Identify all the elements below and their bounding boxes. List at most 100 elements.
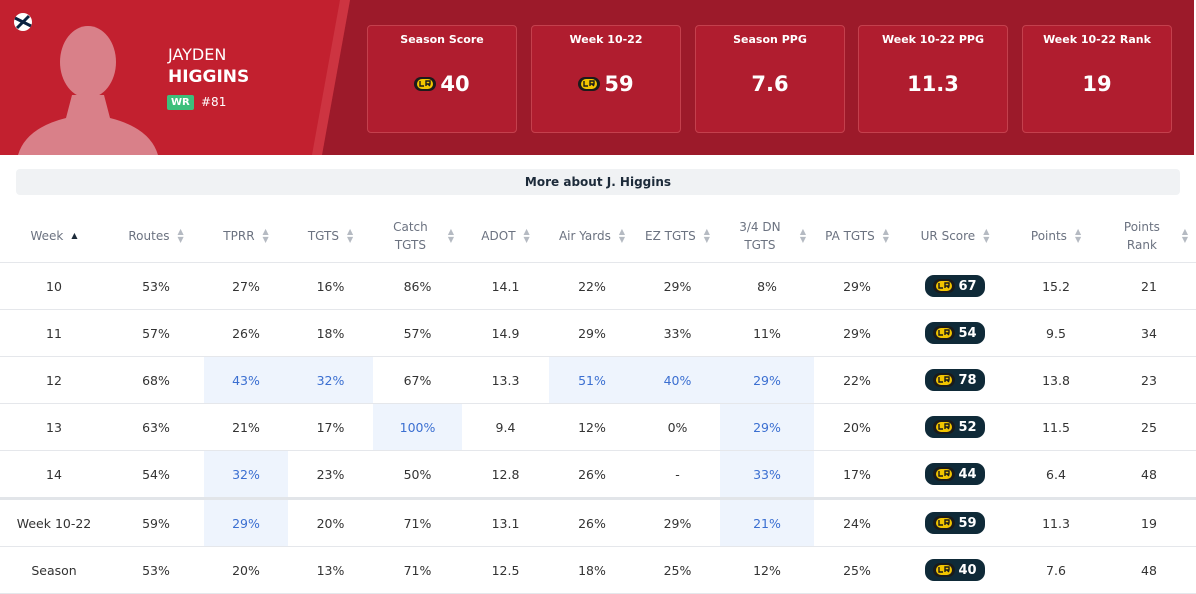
stat-card: Week 10-22 PPG 11.3 [858,25,1008,133]
table-cell: 54% [142,466,170,482]
table-cell: 32% [288,357,373,403]
stat-value-box: 40 [368,72,516,96]
column-title: EZ TGTS [645,229,696,243]
table-cell: 12% [578,419,606,435]
table-cell: 67% [403,372,432,388]
table-cell: 29% [663,278,692,294]
table-cell: 24% [843,515,871,531]
stats-table: Week ▲ Routes ▲ ▼ TPRR ▲ ▼ TGTS ▲ ▼ Catch TGTS ▲ ▼ ADO… [0,210,1196,594]
stat-value-box: 19 [1023,72,1171,96]
table-cell: 21 [1141,278,1157,294]
column-header[interactable]: EZ TGTS ▲ ▼ [635,210,720,262]
table-cell: 11.3 [1042,515,1070,531]
table-cell: 57% [142,325,170,341]
ur-logo [933,279,956,293]
column-header[interactable]: Air Yards ▲ ▼ [549,210,635,262]
table-cell: 14.9 [491,325,520,341]
sort-icon: ▲ ▼ [618,227,626,244]
column-header[interactable]: ADOT ▲ ▼ [462,210,549,262]
table-cell: 12.8 [491,466,520,482]
stat-value: 40 [440,72,470,96]
ur-score-badge: 52 [925,416,985,438]
column-header[interactable]: TPRR ▲ ▼ [204,210,288,262]
table-cell: 71% [403,562,432,578]
table-cell: 29% [204,500,288,546]
stat-label: Week 10-22 [569,33,643,46]
stat-card: Season PPG 7.6 [695,25,845,133]
ur-score: 52 [958,419,977,435]
table-cell: 100% [373,404,462,450]
section-divider [0,497,1196,500]
table-cell: 48 [1141,466,1157,482]
column-header[interactable]: Week ▲ [0,210,108,262]
column-header[interactable]: Points Rank ▲ ▼ [1102,210,1196,262]
column-header[interactable]: 3/4 DN TGTS ▲ ▼ [720,210,814,262]
table-cell: 11% [753,325,781,341]
table-cell: 20% [316,515,345,531]
table-cell: 53% [142,562,170,578]
table-cell: 10 [46,278,62,294]
column-header[interactable]: PA TGTS ▲ ▼ [814,210,900,262]
table-cell: 29% [720,404,814,450]
table-cell: 33% [720,451,814,497]
sort-icon: ▲ ▼ [799,227,807,244]
table-cell: 29% [843,278,871,294]
table-cell: 43% [204,357,288,403]
column-title: TPRR [223,229,255,243]
jersey-number: #81 [201,95,227,109]
stat-label: Week 10-22 Rank [1043,33,1151,46]
column-header[interactable]: Catch TGTS ▲ ▼ [373,210,462,262]
sort-icon: ▲ ▼ [447,227,455,244]
table-cell: 22% [843,372,871,388]
sort-icon: ▲ [71,231,78,240]
ur-score: 59 [958,515,977,531]
column-header[interactable]: Routes ▲ ▼ [108,210,204,262]
table-cell: 23% [316,466,345,482]
column-header[interactable]: UR Score ▲ ▼ [900,210,1010,262]
stat-label: Week 10-22 PPG [882,33,984,46]
more-button[interactable]: More about J. Higgins [16,169,1180,195]
column-title: Points Rank [1123,220,1160,252]
table-cell: 19 [1141,515,1157,531]
table-cell: 59 [900,500,1010,546]
table-cell: 6.4 [1046,466,1066,482]
table-cell: 20% [232,562,260,578]
sort-icon: ▲ ▼ [983,227,990,244]
table-cell: 22% [578,278,606,294]
table-cell: 25% [663,562,692,578]
table-cell: 17% [316,419,345,435]
table-cell: Week 10-22 [16,515,92,531]
player-header: JAYDEN HIGGINS WR #81 Season Score 40 Week… [0,0,1194,155]
table-cell: 13.1 [491,515,520,531]
stat-label: Season Score [400,33,484,46]
column-header[interactable]: TGTS ▲ ▼ [288,210,373,262]
sort-icon: ▲ ▼ [882,227,889,244]
table-cell: 13 [46,419,62,435]
table-cell: 40% [635,357,720,403]
column-header[interactable]: Points ▲ ▼ [1010,210,1102,262]
column-title: UR Score [920,229,976,243]
table-cell: 29% [663,515,692,531]
table-cell: 0% [667,419,688,435]
sort-icon: ▲ ▼ [1074,227,1082,244]
table-cell: 18% [316,325,345,341]
row-divider [0,309,1196,310]
position-badge: WR [167,95,194,110]
ur-score: 40 [958,562,977,578]
table-cell: 33% [663,325,692,341]
table-cell: 26% [232,325,260,341]
table-cell: 11.5 [1042,419,1070,435]
table-cell: 13% [316,562,345,578]
ur-logo [933,563,956,577]
ur-logo [933,420,956,434]
stat-card: Week 10-22 59 [531,25,681,133]
table-cell: 86% [403,278,432,294]
stat-value: 11.3 [907,72,959,96]
table-cell: 14.1 [491,278,520,294]
ur-score-badge: 59 [925,512,985,534]
column-title: Routes [128,229,170,243]
header-background [0,0,350,155]
table-cell: 18% [578,562,606,578]
sort-icon: ▲ ▼ [703,227,710,244]
row-divider [0,450,1196,451]
